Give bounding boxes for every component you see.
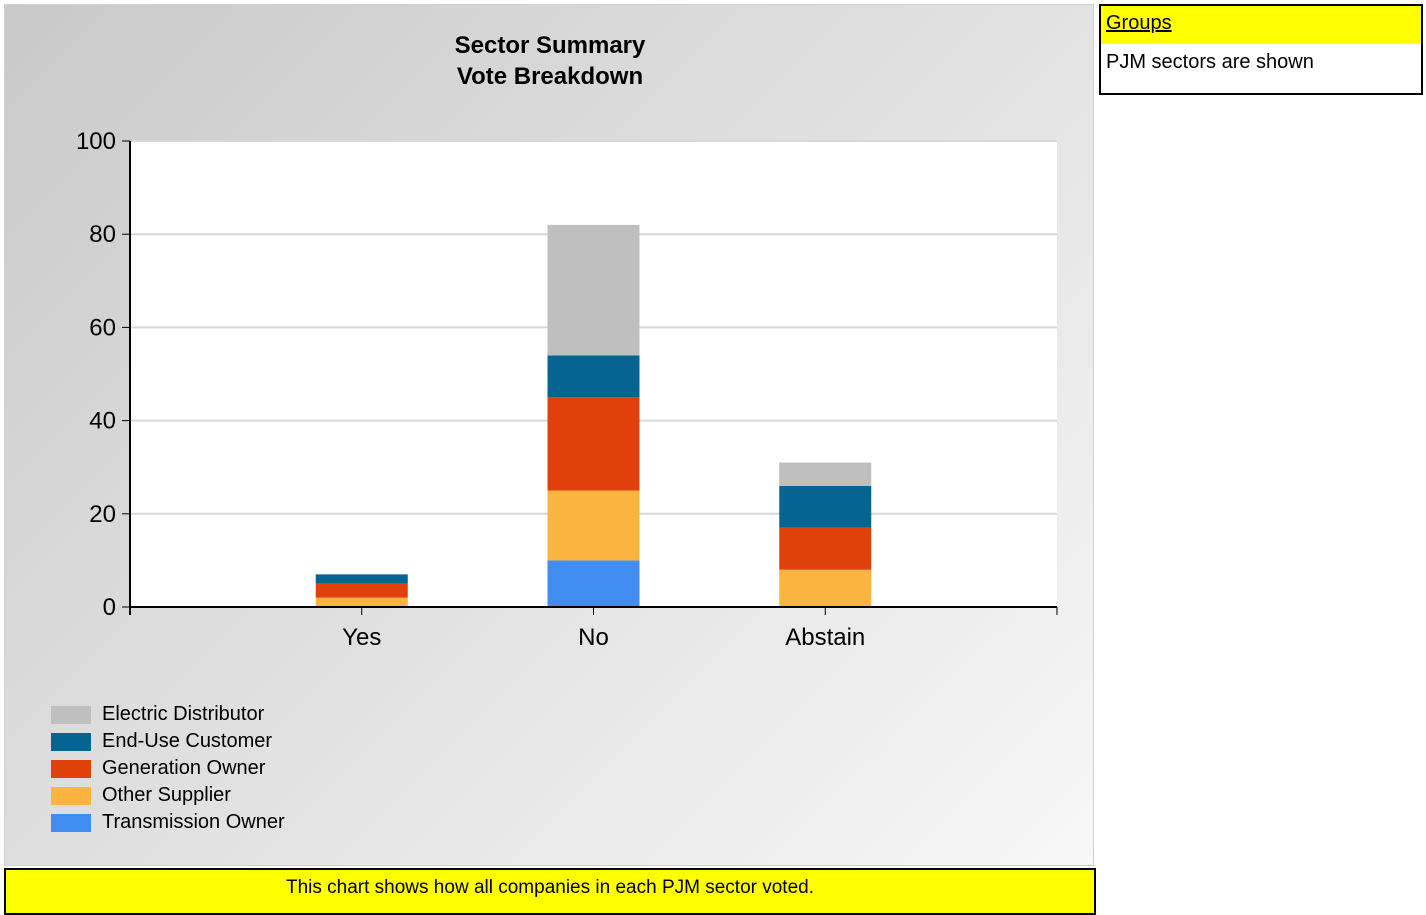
groups-description: PJM sectors are shown [1101, 44, 1421, 80]
chart-title: Sector Summary [455, 32, 646, 59]
bar-segment [779, 570, 871, 607]
bar-segment [548, 491, 640, 561]
legend-swatch [51, 706, 91, 724]
bar-segment [316, 574, 408, 583]
legend-swatch [51, 814, 91, 832]
legend-swatch [51, 760, 91, 778]
groups-panel: Groups PJM sectors are shown [1099, 4, 1423, 95]
legend-swatch [51, 787, 91, 805]
bar-segment [548, 397, 640, 490]
bar-segment [548, 225, 640, 355]
y-tick-label: 100 [76, 128, 116, 155]
bar-segment [548, 560, 640, 607]
bar-segment [316, 584, 408, 598]
bar-segment [548, 355, 640, 397]
x-tick-label: Abstain [785, 624, 865, 651]
legend-swatch [51, 733, 91, 751]
legend-label: Generation Owner [102, 757, 265, 780]
groups-link[interactable]: Groups [1101, 6, 1421, 44]
chart-subtitle: Vote Breakdown [457, 63, 643, 90]
chart-description-note: This chart shows how all companies in ea… [4, 868, 1096, 915]
y-tick-label: 20 [89, 501, 116, 528]
y-tick-label: 60 [89, 314, 116, 341]
chart-panel: Sector Summary Vote Breakdown 0 20 40 60 80 1… [4, 4, 1094, 866]
legend-label: End-Use Customer [102, 730, 272, 753]
legend-label: Transmission Owner [102, 811, 285, 834]
x-tick-label: Yes [342, 624, 381, 651]
bar-segment [779, 528, 871, 570]
legend: Electric Distributor End-Use Customer Gene… [51, 701, 285, 836]
y-tick-label: 80 [89, 221, 116, 248]
legend-item: End-Use Customer [51, 728, 285, 755]
legend-label: Other Supplier [102, 784, 231, 807]
bar-segment [779, 486, 871, 528]
legend-item: Transmission Owner [51, 809, 285, 836]
bar-segment [316, 598, 408, 607]
y-tick-label: 40 [89, 408, 116, 435]
legend-item: Electric Distributor [51, 701, 285, 728]
bar-segment [779, 463, 871, 486]
legend-item: Other Supplier [51, 782, 285, 809]
x-tick-label: No [578, 624, 609, 651]
legend-label: Electric Distributor [102, 703, 264, 726]
y-tick-label: 0 [103, 594, 116, 621]
legend-item: Generation Owner [51, 755, 285, 782]
